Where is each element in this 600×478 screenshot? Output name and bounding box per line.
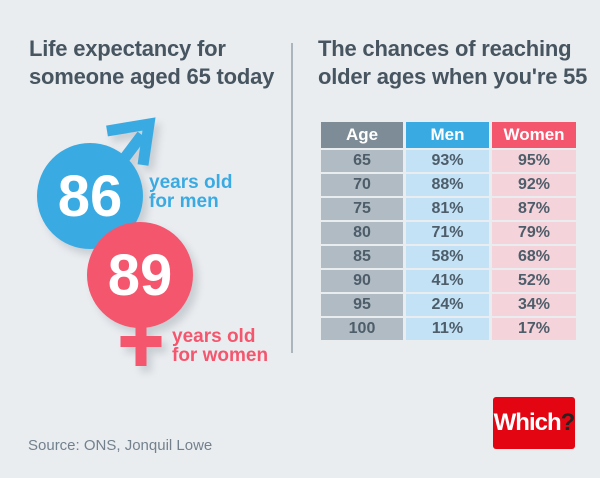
table-cell-women: 34% bbox=[492, 294, 576, 316]
table-cell-age: 100 bbox=[321, 318, 403, 340]
source-note: Source: ONS, Jonquil Lowe bbox=[28, 437, 213, 454]
male-life-expectancy-value: 86 bbox=[58, 164, 123, 229]
vertical-divider bbox=[291, 43, 293, 353]
which-logo-text: Which bbox=[493, 409, 562, 436]
men-label: years old for men bbox=[149, 173, 232, 211]
women-label: years old for women bbox=[172, 327, 268, 365]
table-cell-men: 11% bbox=[406, 318, 489, 340]
table-cell-age: 95 bbox=[321, 294, 403, 316]
men-label-line2: for men bbox=[149, 191, 219, 212]
right-title-line1: The chances of reaching bbox=[318, 36, 572, 61]
chances-table: Age Men Women 65 93% 95% 70 88% 92% 75 8… bbox=[321, 122, 576, 340]
left-title-line2: someone aged 65 today bbox=[29, 64, 275, 89]
table-cell-women: 17% bbox=[492, 318, 576, 340]
table-cell-age: 70 bbox=[321, 174, 403, 196]
left-panel-title: Life expectancy for someone aged 65 toda… bbox=[29, 35, 274, 91]
table-cell-women: 68% bbox=[492, 246, 576, 268]
table-cell-men: 41% bbox=[406, 270, 489, 292]
right-panel-title: The chances of reaching older ages when … bbox=[318, 35, 587, 91]
left-title-line1: Life expectancy for bbox=[29, 36, 226, 61]
life-expectancy-graphic: 86 89 bbox=[37, 117, 193, 366]
table-cell-age: 65 bbox=[321, 150, 403, 172]
table-header-age: Age bbox=[321, 122, 403, 148]
table-cell-age: 90 bbox=[321, 270, 403, 292]
table-cell-women: 52% bbox=[492, 270, 576, 292]
table-cell-men: 58% bbox=[406, 246, 489, 268]
table-cell-men: 71% bbox=[406, 222, 489, 244]
table-cell-men: 24% bbox=[406, 294, 489, 316]
table-cell-age: 75 bbox=[321, 198, 403, 220]
table-cell-men: 81% bbox=[406, 198, 489, 220]
women-label-line1: years old bbox=[172, 326, 256, 347]
table-cell-men: 88% bbox=[406, 174, 489, 196]
women-label-line2: for women bbox=[172, 345, 269, 366]
which-logo: Which ? bbox=[493, 397, 575, 449]
table-header-women: Women bbox=[492, 122, 576, 148]
male-symbol-icon bbox=[37, 117, 156, 249]
table-cell-women: 79% bbox=[492, 222, 576, 244]
table-cell-age: 85 bbox=[321, 246, 403, 268]
right-title-line2: older ages when you're 55 bbox=[318, 64, 588, 89]
table-cell-women: 95% bbox=[492, 150, 576, 172]
which-logo-question-mark: ? bbox=[560, 409, 576, 436]
table-cell-age: 80 bbox=[321, 222, 403, 244]
female-life-expectancy-value: 89 bbox=[108, 243, 173, 308]
table-cell-men: 93% bbox=[406, 150, 489, 172]
table-cell-women: 92% bbox=[492, 174, 576, 196]
table-cell-women: 87% bbox=[492, 198, 576, 220]
men-label-line1: years old bbox=[149, 172, 233, 193]
table-header-men: Men bbox=[406, 122, 489, 148]
female-symbol-icon bbox=[87, 222, 193, 366]
